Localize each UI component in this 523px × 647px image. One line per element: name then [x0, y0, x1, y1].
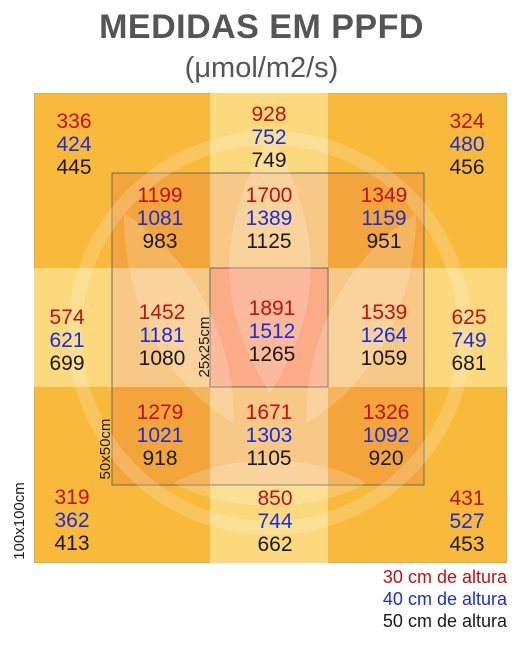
value-30cm: 324 [449, 110, 485, 133]
cell-outer-top: 928 752 749 [234, 103, 304, 172]
value-50cm: 413 [54, 532, 90, 555]
value-40cm: 1021 [136, 424, 184, 447]
ppfd-map-background [34, 93, 507, 563]
value-40cm: 362 [54, 509, 90, 532]
value-50cm: 456 [449, 156, 485, 179]
value-30cm: 1452 [138, 301, 186, 324]
value-30cm: 1199 [137, 184, 183, 207]
value-50cm: 1265 [248, 343, 296, 366]
value-30cm: 1539 [360, 301, 408, 324]
value-50cm: 681 [451, 352, 487, 375]
value-40cm: 749 [451, 329, 487, 352]
value-30cm: 1700 [245, 184, 293, 207]
value-40cm: 1092 [362, 424, 410, 447]
value-50cm: 983 [142, 230, 178, 253]
value-30cm: 574 [49, 306, 85, 329]
value-40cm: 480 [449, 133, 485, 156]
cell-outer-top-right: 324 480 456 [432, 110, 502, 179]
value-50cm: 445 [56, 156, 92, 179]
cell-mid-bottom: 1671 1303 1105 [234, 401, 304, 470]
value-40cm: 1512 [248, 320, 296, 343]
cell-mid-bottom-right: 1326 1092 920 [350, 401, 422, 470]
cell-outer-bottom-left: 319 362 413 [39, 486, 105, 555]
size-label-outer: 100x100cm [11, 482, 28, 560]
cell-mid-top: 1700 1389 1125 [234, 184, 304, 253]
middle-border [111, 172, 425, 486]
cell-mid-right: 1539 1264 1059 [348, 301, 420, 370]
legend-30cm: 30 cm de altura [382, 567, 507, 587]
value-30cm: 336 [56, 110, 92, 133]
cell-outer-right: 625 749 681 [436, 306, 502, 375]
value-50cm: 749 [251, 149, 287, 172]
value-30cm: 625 [451, 306, 487, 329]
value-30cm: 1326 [362, 401, 410, 424]
unit-subtitle: (μmol/m2/s) [184, 52, 339, 84]
lamp-watermark [68, 131, 472, 535]
value-50cm: 453 [449, 533, 485, 556]
value-40cm: 424 [56, 133, 92, 156]
cell-mid-bottom-left: 1279 1021 918 [124, 401, 196, 470]
cell-outer-bottom: 850 744 662 [240, 487, 310, 556]
value-40cm: 1303 [245, 424, 293, 447]
value-40cm: 1081 [136, 207, 184, 230]
size-label-middle: 50x50cm [97, 418, 114, 480]
value-40cm: 752 [251, 126, 287, 149]
value-30cm: 928 [251, 103, 287, 126]
cell-outer-bottom-right: 431 527 453 [432, 487, 502, 556]
value-40cm: 621 [49, 329, 85, 352]
value-50cm: 1059 [360, 347, 408, 370]
value-30cm: 1891 [248, 297, 296, 320]
legend-50cm: 50 cm de altura [382, 611, 507, 631]
value-30cm: 1349 [360, 184, 408, 207]
ppfd-map: 336 424 445 928 752 749 324 480 456 1199… [34, 93, 507, 563]
cell-mid-left: 1452 1181 1080 [126, 301, 198, 370]
size-label-inner: 25x25cm [196, 316, 213, 378]
value-30cm: 1279 [136, 401, 184, 424]
page-title: MEDIDAS EM PPFD [99, 8, 424, 46]
cell-outer-top-left: 336 424 445 [39, 110, 109, 179]
value-50cm: 1105 [246, 447, 292, 470]
value-30cm: 319 [54, 486, 90, 509]
value-30cm: 1671 [245, 401, 293, 424]
value-50cm: 662 [257, 533, 293, 556]
legend-40cm: 40 cm de altura [382, 589, 507, 609]
cell-mid-top-left: 1199 1081 983 [124, 184, 196, 253]
value-50cm: 1125 [246, 230, 292, 253]
cell-outer-left: 574 621 699 [34, 306, 100, 375]
cell-mid-top-right: 1349 1159 951 [348, 184, 420, 253]
value-50cm: 951 [366, 230, 402, 253]
center-area [209, 267, 329, 388]
value-40cm: 1389 [245, 207, 293, 230]
value-40cm: 1264 [360, 324, 408, 347]
value-30cm: 850 [257, 487, 293, 510]
value-40cm: 744 [257, 510, 293, 533]
value-50cm: 1080 [138, 347, 186, 370]
value-40cm: 527 [449, 510, 485, 533]
value-40cm: 1181 [139, 324, 185, 347]
value-50cm: 918 [142, 447, 178, 470]
value-50cm: 920 [368, 447, 404, 470]
value-50cm: 699 [49, 352, 85, 375]
value-30cm: 431 [449, 487, 485, 510]
legend: 30 cm de altura 40 cm de altura 50 cm de… [383, 566, 507, 632]
value-40cm: 1159 [361, 207, 407, 230]
cell-center: 1891 1512 1265 [235, 297, 309, 366]
